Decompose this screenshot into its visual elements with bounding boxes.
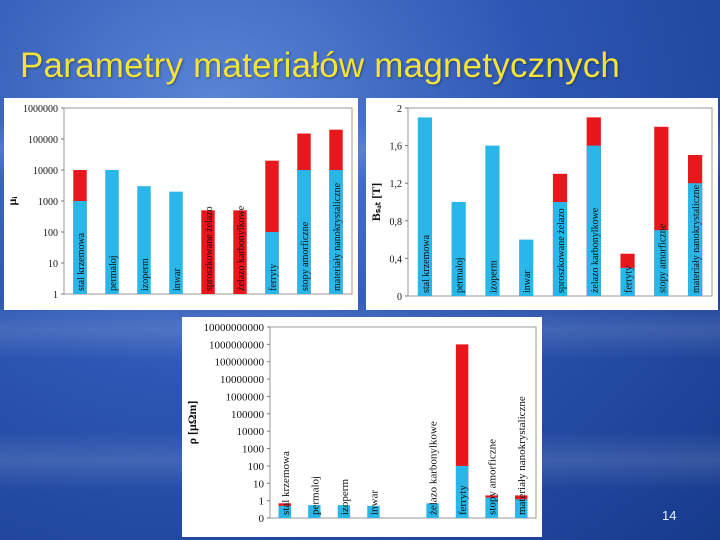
category-label: żelazo karbonylkowe [428,421,440,515]
y-tick-label: 0 [259,513,265,525]
bar-base [73,201,87,294]
category-label: izoperm [339,479,351,515]
y-tick-label: 1 [53,290,58,301]
bar-base [515,499,528,518]
bar-base [455,465,469,518]
y-tick-label: 1,2 [390,179,403,190]
category-label: stal krzemowa [421,234,432,293]
bar-base [688,183,703,296]
category-label: żelazo karbonylkowe [590,207,601,293]
bar-base [586,145,601,296]
bar-base [552,202,568,296]
bar-base [519,239,534,296]
y-tick-label: 100000000 [215,357,265,369]
category-label: permaloj [455,257,466,293]
category-label: materiały nanokrystaliczne [332,182,343,291]
category-label: izoperm [140,258,151,291]
bar-base [367,505,380,518]
bar-base [620,267,635,296]
bar-base [105,170,119,294]
y-tick-label: 2 [397,104,402,115]
y-tick-label: 0,4 [390,254,403,265]
bar-base [265,232,279,294]
y-tick-label: 0 [397,292,402,303]
category-label: sproszkowane żelazo [556,208,567,293]
y-tick-label: 1000 [242,444,265,456]
y-tick-label: 0,8 [390,217,403,228]
bar-top [233,210,247,294]
bar-top [201,210,215,294]
bar-base [417,117,432,297]
category-label: materiały nanokrystaliczne [691,184,702,293]
y-tick-label: 10000 [33,166,58,177]
bar-base [654,230,669,296]
y-tick-label: 1000000 [23,104,58,115]
bar-base [485,145,500,296]
y-axis-label: Bₛₐₜ [T] [369,183,383,222]
y-tick-label: 1,6 [390,142,403,153]
slide-title: Parametry materiałów magnetycznych [20,46,621,85]
chart-panel-resistivity: 0 1 10 100 1000 10000 100000 1000000 10000000 100… [182,317,542,537]
bar-base [137,186,151,294]
bar-base [169,191,183,294]
category-label: inwar [172,268,183,291]
bar-base [485,497,498,518]
page-number: 14 [662,508,677,523]
category-label: izoperm [488,260,499,293]
permeability-chart: 1 10 100 1000 10000 100000 1000000 μᵢ stal krzem… [5,104,353,301]
category-label: stopy amorficzne [487,439,499,515]
bar-base [329,170,343,294]
y-axis-label: ρ [μΩm] [185,401,199,445]
y-tick-label: 10000000 [220,374,265,386]
y-tick-label: 1 [259,496,265,508]
y-tick-label: 100000 [28,135,58,146]
category-label: stal krzemowa [280,451,292,515]
category-label: sproszkowane żelazo [204,206,215,291]
y-tick-label: 1000000 [226,391,265,403]
bar-base [337,505,351,518]
category-label: ferryty [268,264,279,291]
y-tick-label: 1000 [38,197,58,208]
y-tick-label: 100 [248,461,265,473]
category-label: stopy amorficzne [657,223,668,293]
y-tick-label: 1000000000 [209,339,265,351]
bar-base [451,202,466,296]
bar-base [426,503,439,518]
y-tick-label: 10000000000 [204,322,265,334]
y-tick-label: 10 [48,259,58,270]
category-label: ferryty [624,266,635,293]
plot-area [269,326,537,519]
resistivity-chart: 0 1 10 100 1000 10000 100000 1000000 10000000 100… [185,322,537,525]
bar-base [297,170,311,294]
bar-base [278,505,291,518]
category-label: inwar [522,270,533,293]
category-label: stopy amorficzne [300,221,311,291]
chart-panel-saturation: 0 0,4 0,8 1,2 1,6 2 Bₛₐₜ [T] stal krzemowa perma… [366,98,718,310]
category-label: permaloj [108,255,119,291]
category-label: inwar [368,490,380,515]
category-label: ferryty [457,485,469,515]
bar-base [308,505,321,518]
saturation-chart: 0 0,4 0,8 1,2 1,6 2 Bₛₐₜ [T] stal krzemowa perma… [369,104,713,303]
chart-panel-permeability: 1 10 100 1000 10000 100000 1000000 μᵢ stal krzem… [4,98,358,310]
category-label: permaloj [309,476,321,515]
y-tick-label: 100000 [231,409,265,421]
y-tick-label: 10 [253,478,265,490]
y-tick-label: 10000 [237,426,265,438]
category-label: materiały nanokrystaliczne [516,396,528,515]
category-label: żelazo karbonylkowe [236,205,247,291]
y-tick-label: 100 [43,228,58,239]
category-label: stal krzemowa [76,232,87,291]
y-axis-label: μᵢ [5,197,19,206]
